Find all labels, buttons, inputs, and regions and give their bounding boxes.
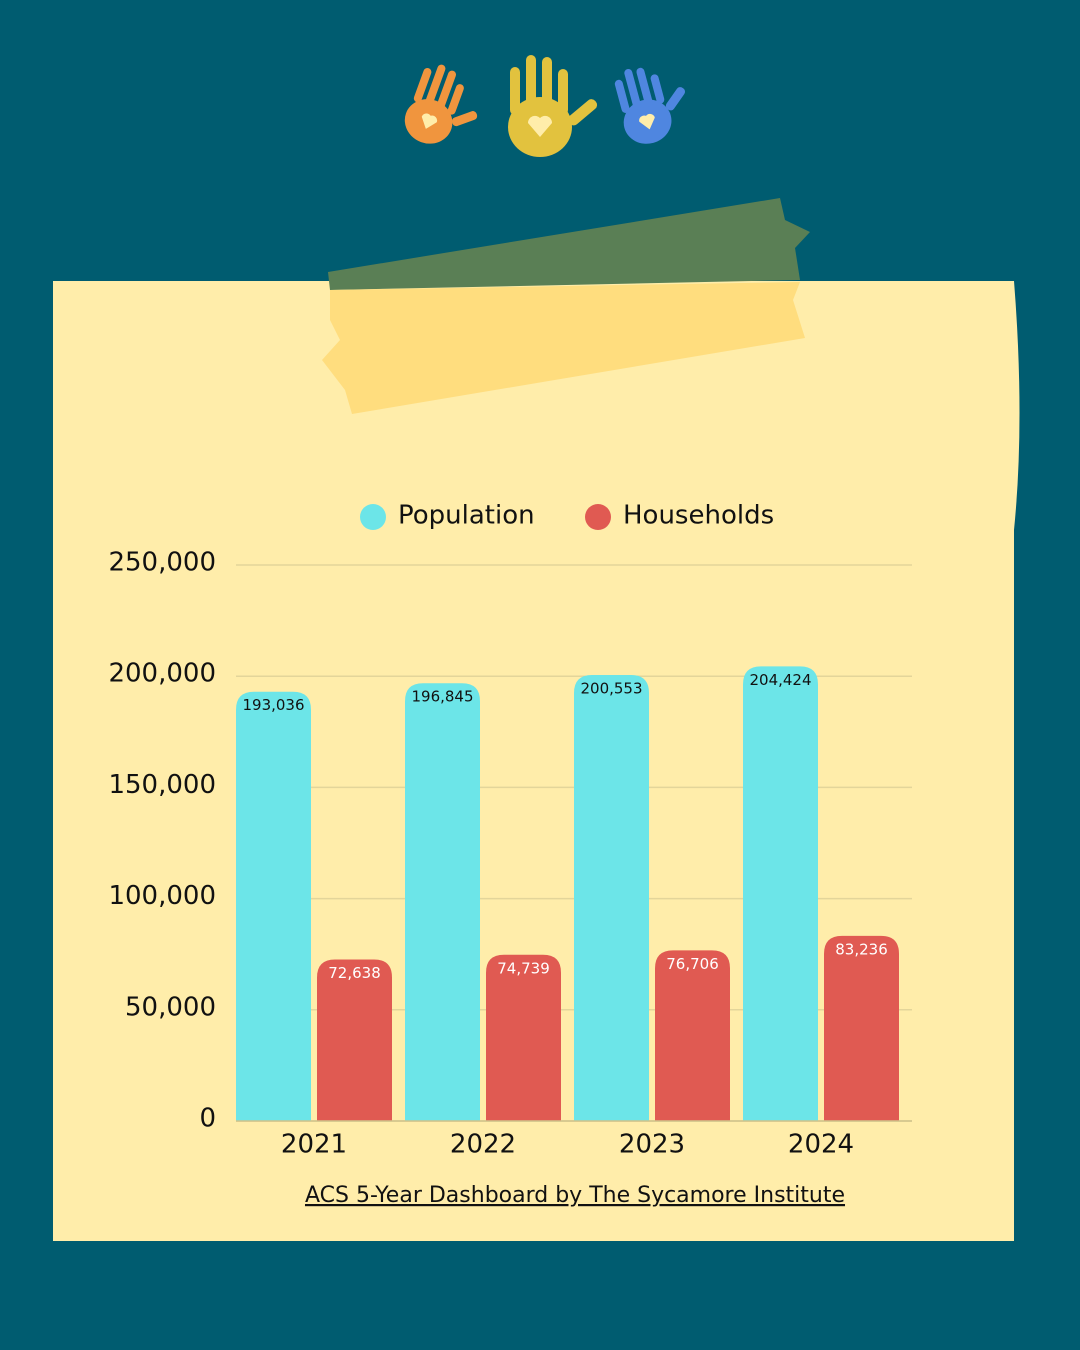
y-tick-label: 0	[199, 1104, 216, 1134]
value-label: 76,706	[666, 955, 719, 973]
value-label: 193,036	[242, 696, 304, 714]
y-tick-label: 150,000	[108, 770, 216, 800]
x-tick-label: 2021	[281, 1130, 347, 1160]
bar	[824, 935, 899, 1121]
legend-swatch	[360, 504, 386, 530]
legend-label: Population	[398, 501, 535, 531]
value-label: 200,553	[580, 679, 642, 697]
tape-shadow	[328, 198, 810, 290]
x-tick-label: 2022	[450, 1130, 516, 1160]
tape	[322, 282, 805, 414]
bar	[236, 691, 311, 1121]
x-tick-label: 2023	[619, 1130, 685, 1160]
bar	[317, 959, 392, 1121]
legend-label: Households	[623, 501, 774, 531]
y-tick-label: 200,000	[108, 659, 216, 689]
bar	[743, 666, 818, 1121]
handprints	[404, 55, 686, 157]
bar	[405, 683, 480, 1121]
value-label: 204,424	[749, 671, 811, 689]
value-label: 196,845	[411, 688, 473, 706]
source-link[interactable]: ACS 5-Year Dashboard by The Sycamore Ins…	[305, 1183, 845, 1208]
y-tick-label: 50,000	[125, 992, 216, 1022]
bar	[486, 954, 561, 1121]
value-label: 72,638	[328, 964, 381, 982]
bar	[574, 674, 649, 1121]
value-label: 83,236	[835, 940, 888, 958]
x-tick-label: 2024	[788, 1130, 854, 1160]
y-tick-label: 100,000	[108, 881, 216, 911]
legend-swatch	[585, 504, 611, 530]
y-tick-label: 250,000	[108, 548, 216, 578]
value-label: 74,739	[497, 959, 550, 977]
bar	[655, 950, 730, 1121]
